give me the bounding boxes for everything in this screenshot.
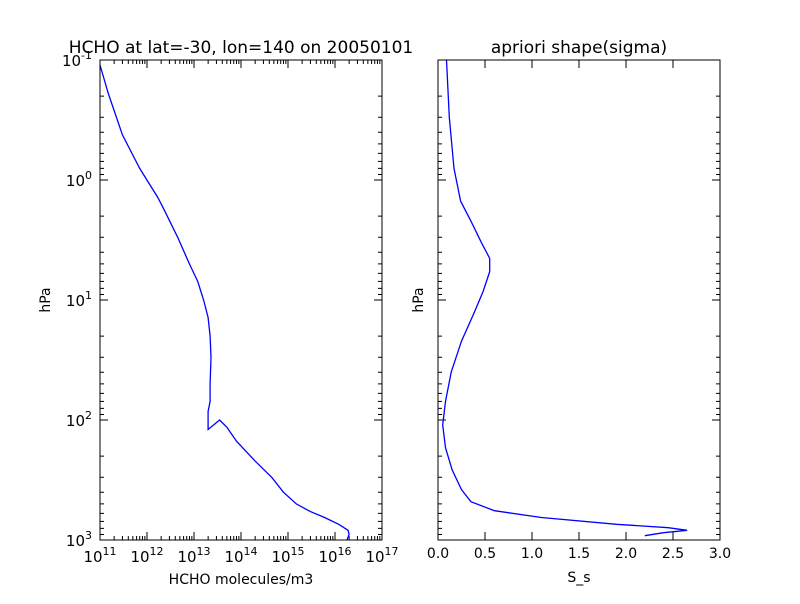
left-axes: HCHO at lat=-30, lon=140 on 20050101 10-…	[38, 38, 413, 588]
x-tick-label: 0.0	[427, 546, 449, 562]
x-tick-label: 3.0	[709, 546, 731, 562]
x-tick-label: 1013	[177, 545, 210, 566]
x-tick-label: 1014	[224, 545, 257, 566]
right-x-axis-label: S_s	[567, 570, 590, 586]
right-axes: apriori shape(sigma) 0.0 0.5 1.0 1.5 2.0 2.5 3…	[411, 38, 731, 586]
y-tick-label: 103	[66, 529, 92, 550]
x-tick-label: 1012	[130, 545, 163, 566]
x-tick-label: 1017	[365, 545, 398, 566]
left-hcho-profile-line	[99, 64, 350, 541]
x-tick-label: 2.5	[662, 546, 684, 562]
right-apriori-shape-line	[442, 59, 688, 537]
y-tick-label: 10-1	[62, 49, 92, 70]
left-chart-title: HCHO at lat=-30, lon=140 on 20050101	[69, 38, 413, 58]
x-tick-label: 0.5	[474, 546, 496, 562]
y-tick-label: 101	[66, 289, 92, 310]
left-ticks	[99, 59, 383, 541]
left-axes-frame	[99, 59, 383, 541]
right-ticks	[437, 59, 721, 541]
left-y-axis-label: hPa	[38, 287, 54, 312]
right-y-axis-label: hPa	[411, 287, 427, 312]
x-tick-label: 1015	[271, 545, 304, 566]
right-tick-labels: 0.0 0.5 1.0 1.5 2.0 2.5 3.0	[427, 546, 731, 562]
right-chart-title: apriori shape(sigma)	[491, 38, 667, 58]
x-tick-label: 1.5	[568, 546, 590, 562]
y-tick-label: 102	[66, 409, 92, 430]
x-tick-label: 1016	[318, 545, 351, 566]
right-axes-frame	[437, 59, 721, 541]
x-tick-label: 1.0	[521, 546, 543, 562]
x-tick-label: 1011	[83, 545, 116, 566]
x-tick-label: 2.0	[615, 546, 637, 562]
y-tick-label: 100	[66, 169, 92, 190]
left-x-axis-label: HCHO molecules/m3	[169, 572, 314, 588]
